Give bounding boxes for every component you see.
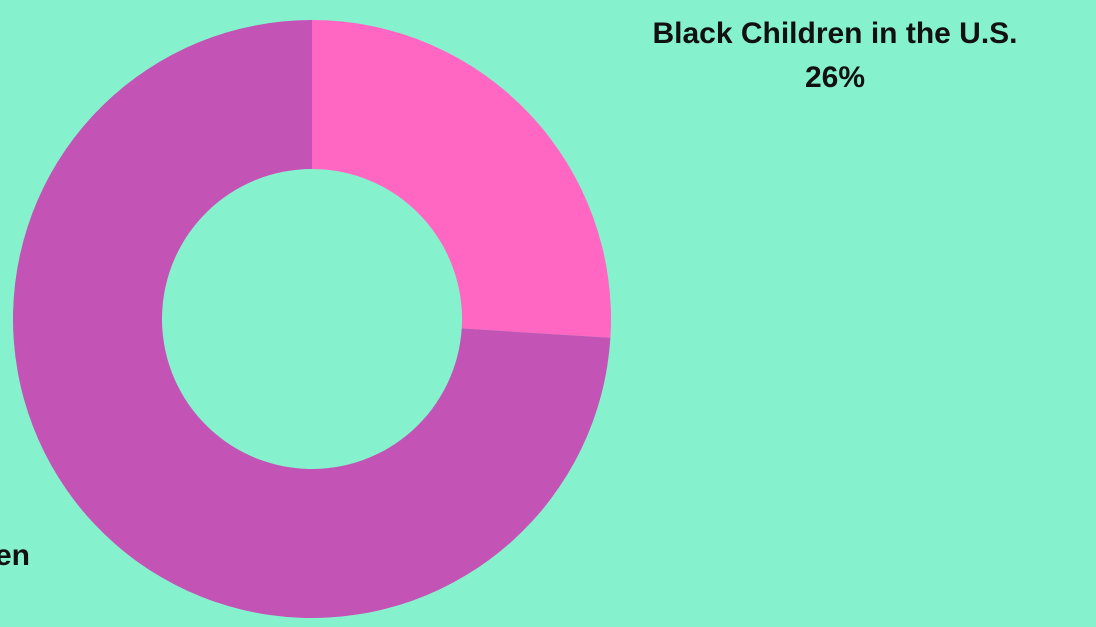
donut-slices <box>12 20 611 618</box>
slice-percent: 26% <box>804 61 866 94</box>
donut-slice-1 <box>312 20 611 338</box>
slice-label-other: en <box>0 539 30 572</box>
slice-label-black-children: Black Children in the U.S. 26% <box>560 12 1096 100</box>
slice-name: Black Children in the U.S. <box>652 17 1018 50</box>
donut-slice-2 <box>12 20 611 618</box>
